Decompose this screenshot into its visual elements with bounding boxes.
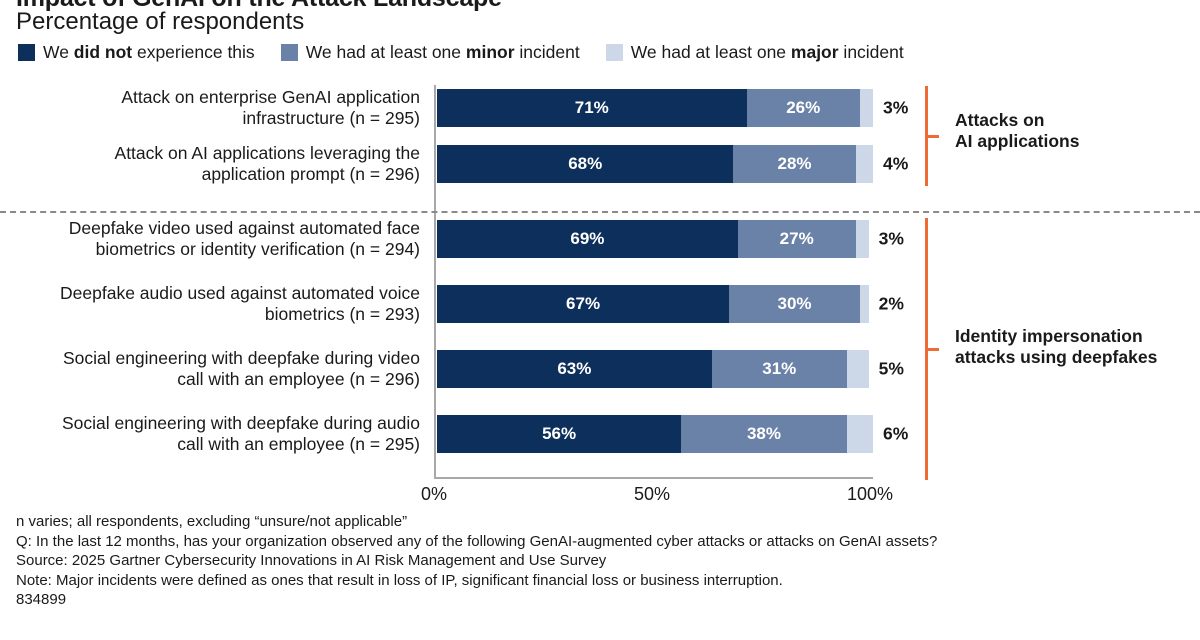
bar-row-label-line1: Deepfake audio used against automated vo… xyxy=(60,283,420,303)
bar-major-value-label: 3% xyxy=(878,228,904,249)
footnote-line: Q: In the last 12 months, has your organ… xyxy=(16,532,938,550)
group-bracket-label: Attacks on AI applications xyxy=(955,110,1079,152)
footnote-line: Source: 2025 Gartner Cybersecurity Innov… xyxy=(16,552,607,569)
bar-row-label-line2: biometrics (n = 293) xyxy=(264,304,420,324)
bar-major-value-label: 6% xyxy=(883,423,909,444)
bar-row-label-line1: Social engineering with deepfake during … xyxy=(62,348,420,368)
stacked-bar: 67% 30% xyxy=(437,285,873,323)
bar-segment-major xyxy=(846,415,873,453)
bar-row-label: Social engineering with deepfake during … xyxy=(0,348,420,390)
bar-segment-minor: 27% xyxy=(737,220,856,258)
legend-item-minor: We had at least one minor incident xyxy=(280,42,580,62)
legend-label-minor: We had at least one minor incident xyxy=(305,42,580,62)
bar-segment-minor: 30% xyxy=(729,285,860,323)
bar-major-value-label: 5% xyxy=(878,358,904,379)
bar-segment-major xyxy=(859,89,873,127)
bar-segment-major xyxy=(855,220,869,258)
legend-item-major: We had at least one major incident xyxy=(605,42,904,62)
bar-row-label-line2: biometrics or identity verification (n =… xyxy=(95,239,420,259)
bar-segment-did-not: 67% xyxy=(437,285,730,323)
group-bracket-label-line1: Attacks on xyxy=(955,110,1045,130)
x-axis-line xyxy=(434,477,873,479)
footnote-line: 834899 xyxy=(16,591,67,608)
bar-segment-did-not: 56% xyxy=(437,415,682,453)
bar-major-value-label: 2% xyxy=(878,293,904,314)
group-bracket-tick xyxy=(925,348,939,351)
group-bracket-label: Identity impersonation attacks using deep… xyxy=(955,326,1157,368)
bar-row: Deepfake audio used against automated vo… xyxy=(0,282,1200,326)
group-bracket-label-line2: attacks using deepfakes xyxy=(955,347,1158,367)
bar-row: Attack on AI applications leveraging the… xyxy=(0,142,1200,186)
bar-row: Social engineering with deepfake during … xyxy=(0,347,1200,391)
bar-row-label-line1: Attack on enterprise GenAI application xyxy=(121,87,420,107)
footnote-line: n varies; all respondents, excluding “un… xyxy=(16,513,408,530)
bar-row-label-line2: call with an employee (n = 296) xyxy=(177,369,420,389)
chart-footnotes: n varies; all respondents, excluding “un… xyxy=(16,512,937,610)
x-tick-label: 100% xyxy=(846,484,894,504)
bar-segment-major xyxy=(859,285,869,323)
bar-segment-did-not: 63% xyxy=(437,350,712,388)
bar-segment-minor: 26% xyxy=(746,89,860,127)
bar-row-label-line2: infrastructure (n = 295) xyxy=(242,108,420,128)
footnote-line: Note: Major incidents were defined as on… xyxy=(16,571,783,589)
chart-legend: We did not experience this We had at leas… xyxy=(18,42,930,62)
bar-row: Social engineering with deepfake during … xyxy=(0,412,1200,456)
legend-swatch-did_not xyxy=(18,44,35,62)
group-bracket-label-line1: Identity impersonation xyxy=(955,326,1143,346)
bar-row-label-line2: call with an employee (n = 295) xyxy=(177,434,420,454)
x-tick-label: 50% xyxy=(633,484,671,504)
bar-row: Attack on enterprise GenAI application in… xyxy=(0,86,1200,130)
stacked-bar: 69% 27% xyxy=(437,220,873,258)
stacked-bar: 68% 28% xyxy=(437,145,873,183)
legend-label-major: We had at least one major incident xyxy=(630,42,904,62)
legend-item-did_not: We did not experience this xyxy=(18,42,255,62)
bar-segment-did-not: 69% xyxy=(437,220,738,258)
bar-row-label-line1: Attack on AI applications leveraging the xyxy=(114,143,420,163)
chart-plot-area: Attack on enterprise GenAI application in… xyxy=(0,82,1200,482)
bar-segment-minor: 28% xyxy=(733,145,856,183)
stacked-bar: 56% 38% xyxy=(437,415,873,453)
page-title: Impact of GenAI on the Attack Landscape xyxy=(16,0,502,13)
group-bracket-tick xyxy=(925,135,939,138)
bar-row-label: Attack on enterprise GenAI application in… xyxy=(0,87,420,129)
bar-row-label: Attack on AI applications leveraging the… xyxy=(0,143,420,185)
bar-segment-did-not: 71% xyxy=(437,89,747,127)
group-divider-dashed xyxy=(0,211,1200,213)
bar-row-label-line1: Deepfake video used against automated fa… xyxy=(68,218,420,238)
bar-major-value-label: 4% xyxy=(883,153,909,174)
bar-segment-did-not: 68% xyxy=(437,145,734,183)
bar-row-label: Deepfake audio used against automated vo… xyxy=(0,283,420,325)
bar-segment-minor: 31% xyxy=(711,350,847,388)
stacked-bar: 71% 26% xyxy=(437,89,873,127)
bar-row-label-line1: Social engineering with deepfake during … xyxy=(61,413,420,433)
bar-segment-major xyxy=(846,350,869,388)
bar-row-label-line2: application prompt (n = 296) xyxy=(201,164,420,184)
bar-segment-minor: 38% xyxy=(681,415,847,453)
bar-row-label: Deepfake video used against automated fa… xyxy=(0,218,420,260)
bar-major-value-label: 3% xyxy=(883,97,909,118)
bar-row: Deepfake video used against automated fa… xyxy=(0,217,1200,261)
legend-swatch-major xyxy=(605,44,623,62)
y-axis-line xyxy=(434,85,436,479)
x-tick-label: 0% xyxy=(420,484,448,504)
legend-label-did_not: We did not experience this xyxy=(43,42,255,62)
stacked-bar: 63% 31% xyxy=(437,350,873,388)
group-bracket-label-line2: AI applications xyxy=(955,131,1080,151)
bar-segment-major xyxy=(855,145,873,183)
legend-swatch-minor xyxy=(280,44,298,62)
page-subtitle: Percentage of respondents xyxy=(16,8,305,35)
bar-row-label: Social engineering with deepfake during … xyxy=(0,413,420,455)
